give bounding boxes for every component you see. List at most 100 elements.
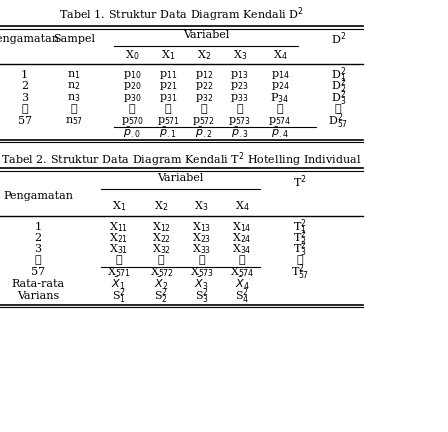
Text: S$_2^2$: S$_2^2$: [155, 286, 168, 306]
Text: D$_1^2$: D$_1^2$: [331, 65, 346, 85]
Text: D$_3^2$: D$_3^2$: [331, 88, 346, 108]
Text: Variabel: Variabel: [183, 29, 229, 40]
Text: D$^2$: D$^2$: [331, 31, 346, 47]
Text: T$_2^2$: T$_2^2$: [293, 228, 307, 248]
Text: p$_{24}$: p$_{24}$: [271, 80, 289, 92]
Text: $\bar{p}_{.3}$: $\bar{p}_{.3}$: [231, 126, 248, 140]
Text: D$_{57}^2$: D$_{57}^2$: [328, 111, 348, 131]
Text: X$_{34}$: X$_{34}$: [232, 242, 252, 256]
Text: ⋮: ⋮: [158, 255, 164, 266]
Text: p$_{20}$: p$_{20}$: [123, 80, 142, 92]
Text: X$_1$: X$_1$: [112, 200, 126, 213]
Text: $\bar{X}_2$: $\bar{X}_2$: [154, 276, 168, 292]
Text: X$_{33}$: X$_{33}$: [192, 242, 211, 256]
Text: X$_{24}$: X$_{24}$: [232, 231, 252, 245]
Text: p$_{21}$: p$_{21}$: [159, 80, 177, 92]
Text: ⋮: ⋮: [165, 104, 171, 114]
Text: n$_3$: n$_3$: [67, 92, 81, 104]
Text: p$_{23}$: p$_{23}$: [230, 80, 249, 92]
Text: S$_4^2$: S$_4^2$: [235, 286, 249, 306]
Text: X$_2$: X$_2$: [154, 200, 168, 213]
Text: T$_{57}^2$: T$_{57}^2$: [291, 262, 309, 282]
Text: X$_3$: X$_3$: [233, 48, 247, 62]
Text: ⋮: ⋮: [239, 255, 245, 266]
Text: 1: 1: [21, 70, 28, 80]
Text: p$_{30}$: p$_{30}$: [123, 92, 142, 104]
Text: $\bar{X}_3$: $\bar{X}_3$: [194, 276, 209, 292]
Text: p$_{571}$: p$_{571}$: [157, 115, 179, 127]
Text: $\bar{p}_{.0}$: $\bar{p}_{.0}$: [123, 126, 141, 140]
Text: X$_{32}$: X$_{32}$: [152, 242, 171, 256]
Text: X$_{572}$: X$_{572}$: [150, 265, 173, 279]
Text: X$_{22}$: X$_{22}$: [152, 231, 171, 245]
Text: D$_2^2$: D$_2^2$: [331, 76, 346, 96]
Text: ⋮: ⋮: [22, 104, 28, 114]
Text: S$_1^2$: S$_1^2$: [112, 286, 126, 306]
Text: Varians: Varians: [17, 291, 59, 301]
Text: X$_3$: X$_3$: [194, 200, 209, 213]
Text: X$_{12}$: X$_{12}$: [152, 220, 171, 234]
Text: 57: 57: [17, 116, 32, 126]
Text: 57: 57: [31, 267, 45, 277]
Text: 3: 3: [21, 93, 28, 103]
Text: $\bar{X}_1$: $\bar{X}_1$: [112, 276, 126, 292]
Text: X$_{31}$: X$_{31}$: [109, 242, 128, 256]
Text: n$_2$: n$_2$: [67, 80, 81, 92]
Text: X$_{574}$: X$_{574}$: [230, 265, 254, 279]
Text: T$_3^2$: T$_3^2$: [293, 239, 307, 259]
Text: $\bar{p}_{.1}$: $\bar{p}_{.1}$: [159, 126, 177, 140]
Text: p$_{11}$: p$_{11}$: [159, 69, 177, 81]
Text: $\bar{p}_{.4}$: $\bar{p}_{.4}$: [271, 126, 289, 140]
Text: X$_{23}$: X$_{23}$: [192, 231, 211, 245]
Text: p$_{32}$: p$_{32}$: [195, 92, 213, 104]
Text: p$_{573}$: p$_{573}$: [228, 115, 251, 127]
Text: $\bar{p}_{.2}$: $\bar{p}_{.2}$: [195, 126, 212, 140]
Text: Tabel 2. Struktur Data Diagram Kendali T$^2$ Hotelling Individual: Tabel 2. Struktur Data Diagram Kendali T…: [1, 150, 362, 169]
Text: X$_{14}$: X$_{14}$: [232, 220, 252, 234]
Text: ⋮: ⋮: [277, 104, 283, 114]
Text: Pengamatan: Pengamatan: [0, 34, 60, 44]
Text: Variabel: Variabel: [157, 173, 203, 183]
Text: 2: 2: [34, 233, 42, 243]
Text: $\bar{X}_4$: $\bar{X}_4$: [235, 276, 249, 292]
Text: p$_{33}$: p$_{33}$: [230, 92, 249, 104]
Text: X$_{13}$: X$_{13}$: [192, 220, 211, 234]
Text: X$_4$: X$_4$: [235, 200, 249, 213]
Text: X$_0$: X$_0$: [125, 48, 139, 62]
Text: p$_{31}$: p$_{31}$: [159, 92, 177, 104]
Text: ⋮: ⋮: [297, 255, 303, 266]
Text: 3: 3: [34, 244, 42, 254]
Text: Sampel: Sampel: [53, 34, 95, 44]
Text: T$_1^2$: T$_1^2$: [293, 217, 307, 237]
Text: ⋮: ⋮: [129, 104, 135, 114]
Text: n$_1$: n$_1$: [67, 69, 81, 81]
Text: X$_{571}$: X$_{571}$: [107, 265, 130, 279]
Text: ⋮: ⋮: [71, 104, 77, 114]
Text: ⋮: ⋮: [237, 104, 243, 114]
Text: p$_{22}$: p$_{22}$: [195, 80, 213, 92]
Text: T$^2$: T$^2$: [293, 173, 307, 190]
Text: ⋮: ⋮: [198, 255, 205, 266]
Text: p$_{574}$: p$_{574}$: [268, 115, 292, 127]
Text: ⋮: ⋮: [35, 255, 41, 266]
Text: p$_{572}$: p$_{572}$: [193, 115, 215, 127]
Text: X$_{11}$: X$_{11}$: [109, 220, 128, 234]
Text: p$_{13}$: p$_{13}$: [230, 69, 249, 81]
Text: X$_1$: X$_1$: [161, 48, 175, 62]
Text: p$_{570}$: p$_{570}$: [121, 115, 144, 127]
Text: ⋮: ⋮: [335, 104, 341, 114]
Text: Rata-rata: Rata-rata: [12, 279, 65, 289]
Text: n$_{57}$: n$_{57}$: [65, 115, 83, 127]
Text: X$_{573}$: X$_{573}$: [190, 265, 213, 279]
Text: ⋮: ⋮: [201, 104, 207, 114]
Text: X$_4$: X$_4$: [273, 48, 287, 62]
Text: 1: 1: [34, 222, 42, 232]
Text: ⋮: ⋮: [116, 255, 122, 266]
Text: p$_{10}$: p$_{10}$: [123, 69, 142, 81]
Text: Tabel 1. Struktur Data Diagram Kendali D$^2$: Tabel 1. Struktur Data Diagram Kendali D…: [59, 6, 304, 25]
Text: X$_{21}$: X$_{21}$: [109, 231, 128, 245]
Text: X$_2$: X$_2$: [197, 48, 211, 62]
Text: S$_3^2$: S$_3^2$: [194, 286, 209, 306]
Text: Pengamatan: Pengamatan: [3, 191, 73, 201]
Text: 2: 2: [21, 81, 28, 92]
